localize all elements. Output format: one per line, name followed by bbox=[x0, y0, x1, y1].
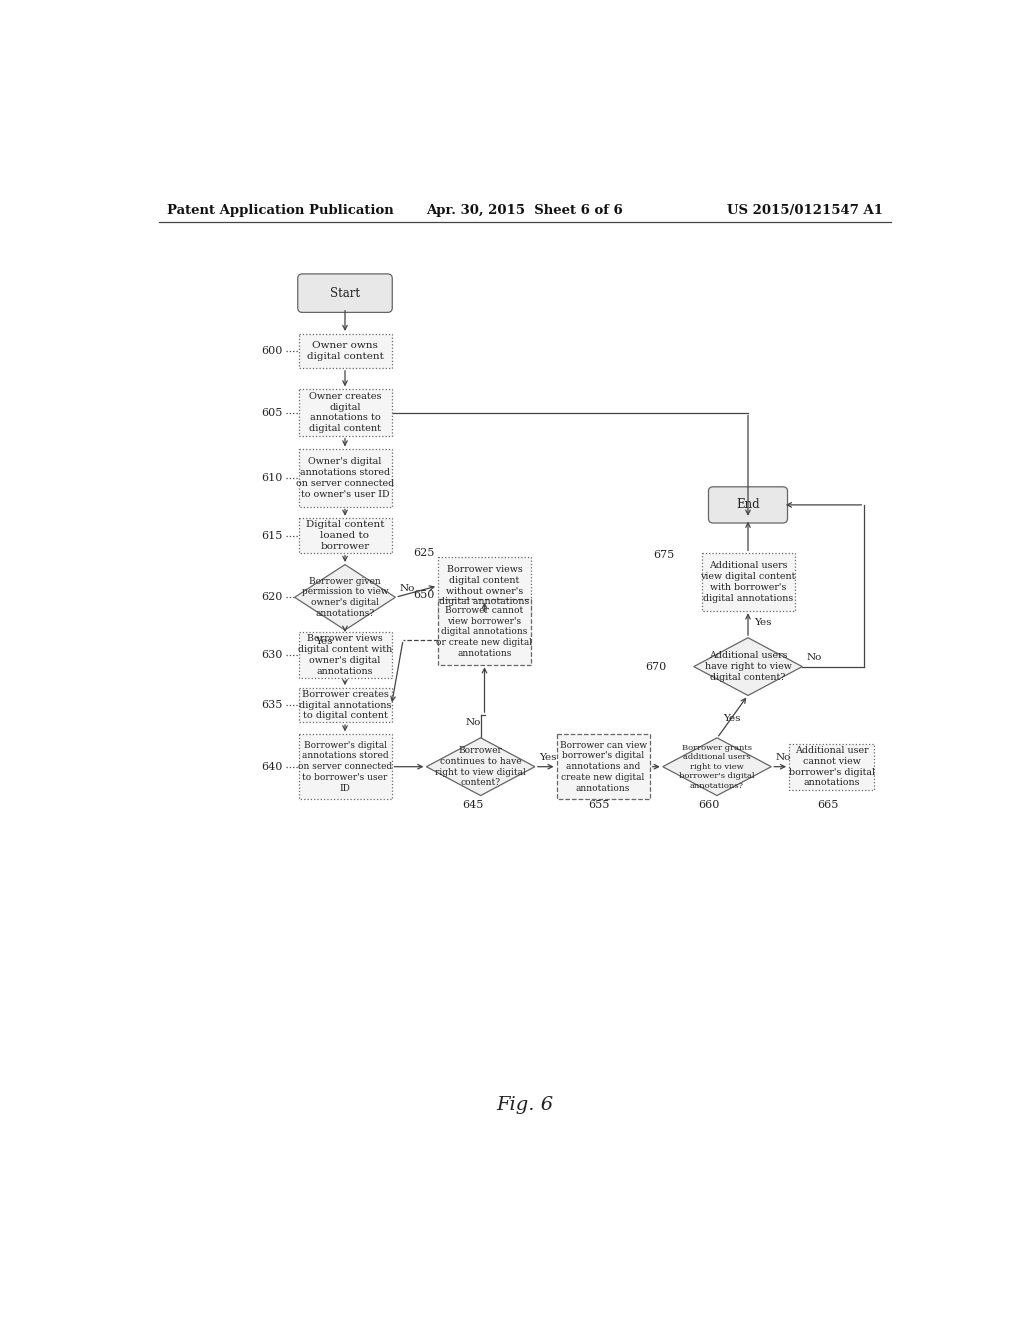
Text: Borrower grants
additional users
right to view
borrower's digital
annotations?: Borrower grants additional users right t… bbox=[679, 743, 755, 789]
FancyBboxPatch shape bbox=[299, 632, 391, 678]
Text: Additional user
cannot view
borrower's digital
annotations: Additional user cannot view borrower's d… bbox=[788, 746, 874, 787]
Text: 645: 645 bbox=[462, 800, 483, 810]
Text: Borrower can view
borrower's digital
annotations and
create new digital
annotati: Borrower can view borrower's digital ann… bbox=[559, 741, 646, 793]
Text: Additional users
have right to view
digital content?: Additional users have right to view digi… bbox=[705, 651, 792, 682]
Text: Yes: Yes bbox=[755, 618, 772, 627]
Text: US 2015/0121547 A1: US 2015/0121547 A1 bbox=[727, 205, 883, 218]
Text: Borrower
continues to have
right to view digital
content?: Borrower continues to have right to view… bbox=[435, 746, 526, 787]
Text: Digital content
loaned to
borrower: Digital content loaned to borrower bbox=[306, 520, 384, 550]
FancyBboxPatch shape bbox=[790, 743, 874, 789]
Text: 665: 665 bbox=[817, 800, 839, 810]
FancyBboxPatch shape bbox=[299, 734, 391, 800]
Text: End: End bbox=[736, 499, 760, 511]
Text: No: No bbox=[806, 653, 821, 661]
Text: Yes: Yes bbox=[723, 714, 740, 723]
Text: Borrower cannot
view borrower's
digital annotations
or create new digital
annota: Borrower cannot view borrower's digital … bbox=[436, 606, 532, 657]
Text: 620: 620 bbox=[261, 593, 283, 602]
Text: Owner creates
digital
annotations to
digital content: Owner creates digital annotations to dig… bbox=[309, 392, 381, 433]
Text: 670: 670 bbox=[645, 661, 667, 672]
FancyBboxPatch shape bbox=[299, 449, 391, 507]
Text: 610: 610 bbox=[261, 473, 283, 483]
Text: Borrower views
digital content
without owner's
digital annotations: Borrower views digital content without o… bbox=[439, 565, 529, 606]
Text: Yes: Yes bbox=[315, 636, 333, 645]
FancyBboxPatch shape bbox=[438, 557, 531, 615]
Text: 600: 600 bbox=[261, 346, 283, 356]
Polygon shape bbox=[426, 738, 535, 796]
FancyBboxPatch shape bbox=[299, 688, 391, 722]
Text: No: No bbox=[775, 752, 791, 762]
Text: 605: 605 bbox=[261, 408, 283, 417]
FancyBboxPatch shape bbox=[701, 553, 795, 611]
FancyBboxPatch shape bbox=[299, 389, 391, 436]
FancyBboxPatch shape bbox=[438, 599, 531, 665]
Text: Patent Application Publication: Patent Application Publication bbox=[167, 205, 393, 218]
Text: 615: 615 bbox=[261, 531, 283, 541]
Text: Borrower views
digital content with
owner's digital
annotations: Borrower views digital content with owne… bbox=[298, 635, 392, 676]
Text: 630: 630 bbox=[261, 649, 283, 660]
FancyBboxPatch shape bbox=[299, 334, 391, 368]
Text: Owner's digital
annotations stored
on server connected
to owner's user ID: Owner's digital annotations stored on se… bbox=[296, 457, 394, 499]
Text: Borrower given
permission to view
owner's digital
annotations?: Borrower given permission to view owner'… bbox=[302, 577, 388, 618]
Text: No: No bbox=[465, 718, 480, 727]
FancyBboxPatch shape bbox=[298, 275, 392, 313]
Text: 660: 660 bbox=[698, 800, 720, 810]
Polygon shape bbox=[663, 738, 771, 796]
Text: 655: 655 bbox=[589, 800, 610, 810]
Text: 625: 625 bbox=[413, 548, 434, 558]
Polygon shape bbox=[693, 638, 802, 696]
Text: Borrower creates
digital annotations
to digital content: Borrower creates digital annotations to … bbox=[299, 690, 391, 721]
Text: No: No bbox=[399, 583, 415, 593]
Text: Yes: Yes bbox=[539, 752, 556, 762]
FancyBboxPatch shape bbox=[709, 487, 787, 523]
Text: Start: Start bbox=[330, 286, 360, 300]
Text: Fig. 6: Fig. 6 bbox=[497, 1097, 553, 1114]
Text: Borrower's digital
annotations stored
on server connected
to borrower's user
ID: Borrower's digital annotations stored on… bbox=[298, 741, 392, 793]
Text: 675: 675 bbox=[653, 550, 675, 560]
FancyBboxPatch shape bbox=[299, 519, 391, 553]
Text: Apr. 30, 2015  Sheet 6 of 6: Apr. 30, 2015 Sheet 6 of 6 bbox=[426, 205, 624, 218]
Text: 650: 650 bbox=[413, 590, 434, 601]
FancyBboxPatch shape bbox=[557, 734, 649, 800]
Polygon shape bbox=[295, 565, 395, 630]
Text: Additional users
view digital content
with borrower's
digital annotations: Additional users view digital content wi… bbox=[700, 561, 796, 602]
Text: 635: 635 bbox=[261, 700, 283, 710]
Text: Owner owns
digital content: Owner owns digital content bbox=[306, 341, 383, 360]
Text: 640: 640 bbox=[261, 762, 283, 772]
